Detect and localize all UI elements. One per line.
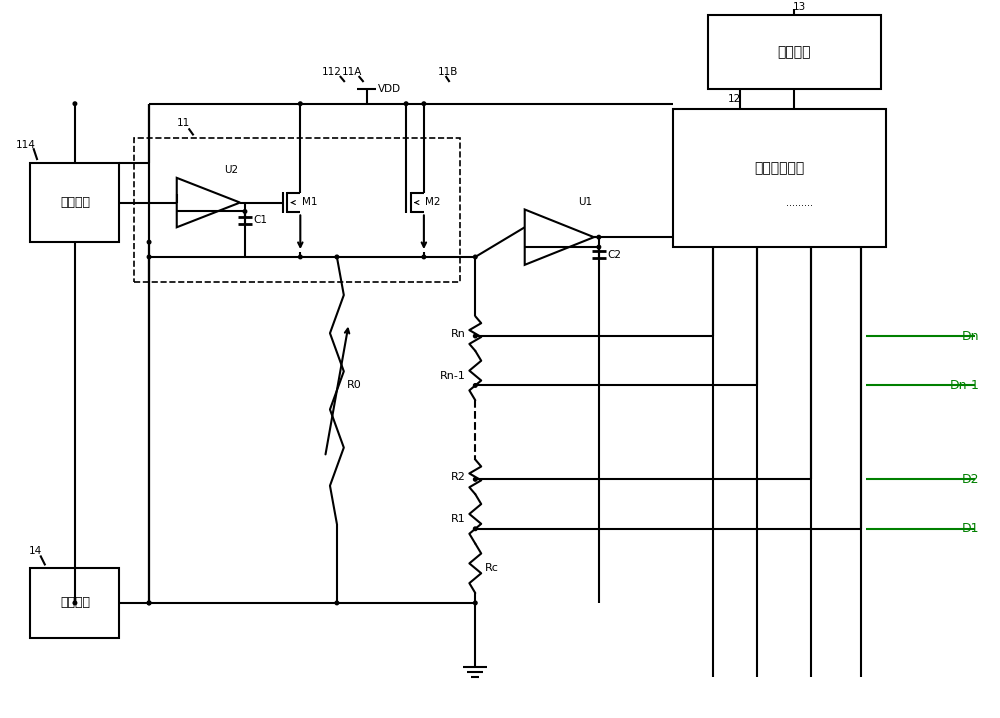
Text: VDD: VDD xyxy=(378,84,402,94)
Text: M2: M2 xyxy=(425,197,441,207)
Text: 112: 112 xyxy=(322,67,342,77)
Text: 带隙基准: 带隙基准 xyxy=(60,196,90,209)
Text: R1: R1 xyxy=(451,514,465,524)
Text: R0: R0 xyxy=(347,381,362,391)
Circle shape xyxy=(335,255,339,258)
Circle shape xyxy=(73,102,77,106)
Text: Rc: Rc xyxy=(485,564,499,574)
Circle shape xyxy=(147,601,151,605)
Text: .........: ......... xyxy=(786,197,813,208)
Text: C1: C1 xyxy=(254,215,268,225)
Text: 时钟信号: 时钟信号 xyxy=(777,45,811,59)
Text: 11B: 11B xyxy=(437,67,458,77)
Bar xyxy=(708,15,881,89)
Text: 12: 12 xyxy=(728,94,741,104)
Circle shape xyxy=(474,383,477,387)
Text: U1: U1 xyxy=(578,197,592,207)
Circle shape xyxy=(147,241,151,244)
Text: D2: D2 xyxy=(962,473,979,486)
Circle shape xyxy=(422,102,426,106)
Circle shape xyxy=(474,601,477,605)
Text: Dn-1: Dn-1 xyxy=(950,379,979,392)
Circle shape xyxy=(147,601,151,605)
Text: 14: 14 xyxy=(29,546,42,556)
Text: 补偿模块: 补偿模块 xyxy=(60,597,90,610)
Circle shape xyxy=(299,255,302,258)
Circle shape xyxy=(597,246,601,249)
Circle shape xyxy=(404,102,408,106)
Text: U2: U2 xyxy=(224,165,238,175)
Text: 11: 11 xyxy=(177,118,190,129)
Circle shape xyxy=(299,102,302,106)
Circle shape xyxy=(147,255,151,258)
Text: C2: C2 xyxy=(608,250,622,260)
Text: 逐次递近逻辑: 逐次递近逻辑 xyxy=(754,161,804,175)
Bar xyxy=(30,163,119,242)
Circle shape xyxy=(597,236,601,239)
Polygon shape xyxy=(525,210,594,265)
Text: R2: R2 xyxy=(451,472,465,482)
Bar xyxy=(673,108,886,247)
Circle shape xyxy=(243,210,247,213)
Text: D1: D1 xyxy=(962,522,979,536)
Bar xyxy=(30,569,119,638)
Circle shape xyxy=(474,527,477,531)
Text: Rn: Rn xyxy=(451,329,465,339)
Text: 114: 114 xyxy=(16,140,35,150)
Text: 11A: 11A xyxy=(342,67,362,77)
Text: M1: M1 xyxy=(302,197,317,207)
Text: Dn: Dn xyxy=(962,330,979,342)
Text: 13: 13 xyxy=(792,2,806,11)
Circle shape xyxy=(422,255,426,258)
Circle shape xyxy=(474,335,477,337)
Text: Rn-1: Rn-1 xyxy=(440,370,465,381)
Polygon shape xyxy=(177,178,240,228)
Bar xyxy=(134,139,460,281)
Circle shape xyxy=(73,601,77,605)
Circle shape xyxy=(474,255,477,258)
Circle shape xyxy=(474,477,477,481)
Circle shape xyxy=(335,601,339,605)
